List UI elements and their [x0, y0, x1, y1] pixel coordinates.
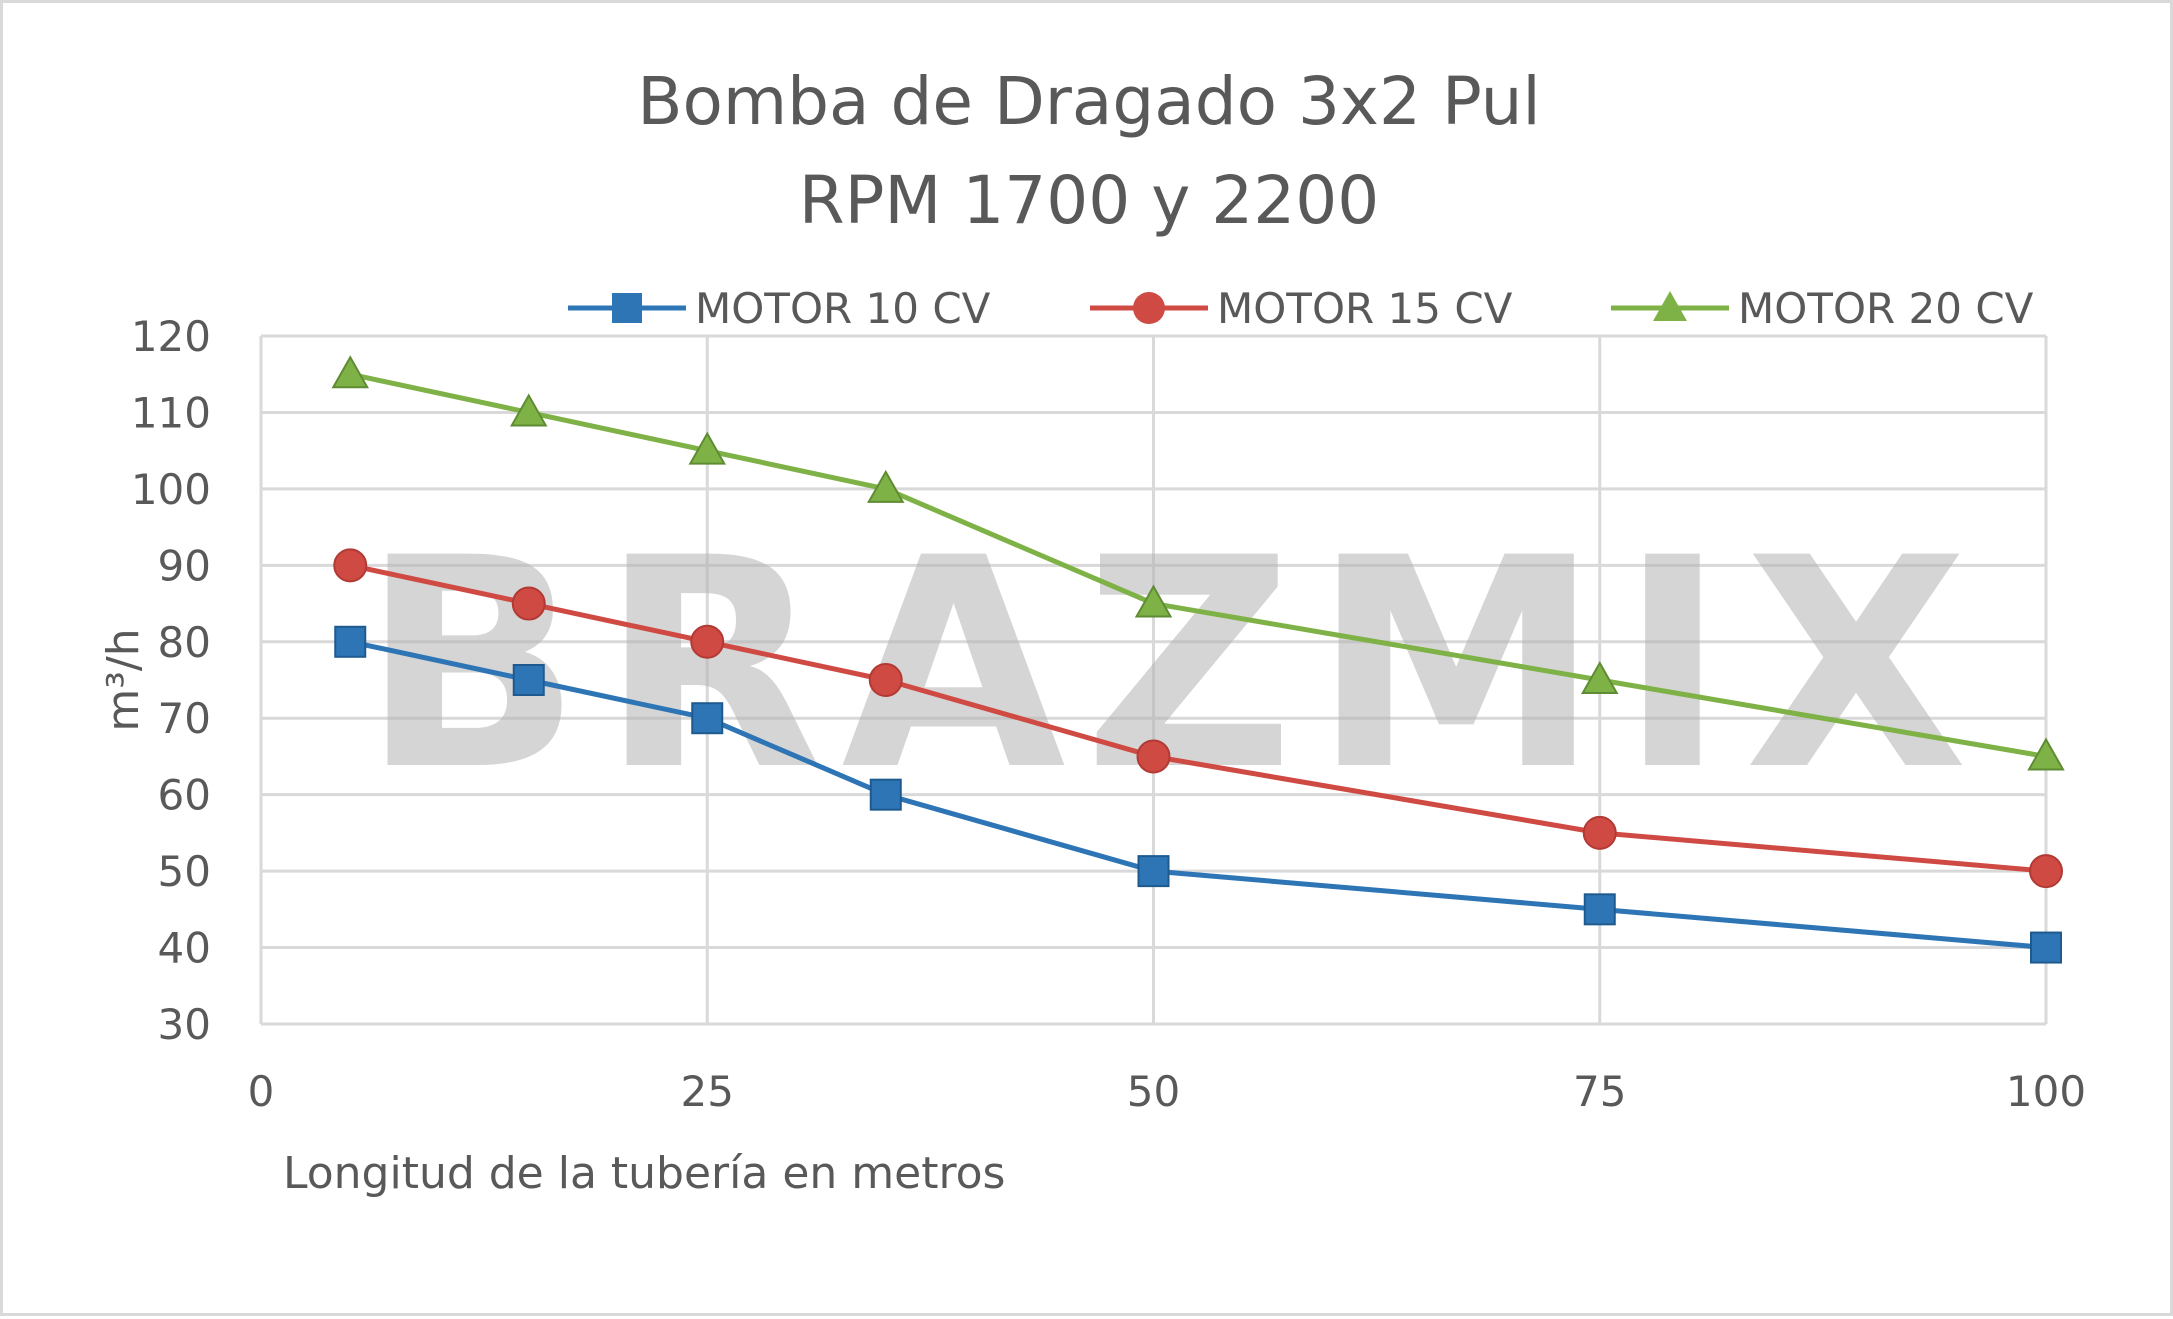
legend-marker	[1133, 292, 1165, 324]
legend-label: MOTOR 20 CV	[1738, 284, 2034, 333]
y-tick-label: 30	[158, 1000, 211, 1049]
axes: 30 40 50 60 70 80 90 100 110 120 0 25 50 75 100	[131, 312, 2086, 1116]
y-tick-label: 120	[131, 312, 211, 361]
data-point	[1582, 815, 1617, 850]
data-point	[1581, 660, 1619, 694]
y-tick-label: 110	[131, 388, 211, 437]
data-point	[1134, 584, 1173, 618]
x-tick-label: 75	[1573, 1067, 1626, 1116]
axis-titles: Longitud de la tubería en metros m³/h	[98, 628, 1005, 1199]
data-point	[868, 663, 903, 697]
y-axis-title: m³/h	[98, 628, 149, 731]
y-tick-label: 60	[158, 771, 211, 820]
data-point	[869, 778, 902, 811]
data-point	[690, 624, 725, 659]
series-lines	[331, 355, 2065, 964]
legend-label: MOTOR 10 CV	[695, 284, 991, 333]
chart-title-line: Bomba de Dragado 3x2 Pul	[637, 63, 1541, 140]
data-point	[1583, 893, 1616, 926]
data-point	[331, 355, 369, 389]
data-point	[2029, 854, 2063, 889]
data-point	[334, 625, 367, 658]
legend-marker	[612, 293, 642, 323]
chart-title: Bomba de Dragado 3x2 Pul RPM 1700 y 2200	[637, 63, 1541, 239]
y-tick-label: 80	[158, 618, 211, 667]
data-point	[1137, 855, 1170, 888]
data-point	[511, 586, 546, 621]
data-point	[510, 393, 548, 427]
watermark: BRAZMIX	[361, 497, 1986, 834]
data-point	[1136, 739, 1171, 774]
data-point	[333, 548, 368, 583]
x-axis-title: Longitud de la tubería en metros	[283, 1148, 1005, 1199]
data-point	[2030, 931, 2062, 964]
data-point	[512, 664, 545, 696]
legend: MOTOR 10 CV MOTOR 15 CV MOTOR 20 CV	[568, 284, 2034, 333]
y-tick-label: 90	[158, 541, 211, 590]
line-chart: BRAZMIX 30 40 50 60 70 80 90 100 110 120 0 25 50 75 10…	[98, 63, 2086, 1199]
legend-label: MOTOR 15 CV	[1217, 284, 1513, 333]
data-point	[688, 431, 726, 465]
data-point	[691, 702, 724, 735]
data-point	[2027, 737, 2065, 771]
chart-title-line: RPM 1700 y 2200	[799, 162, 1380, 239]
watermark-logo: BRAZMIX	[361, 497, 1986, 834]
x-tick-label: 50	[1127, 1067, 1180, 1116]
y-tick-label: 40	[158, 924, 211, 973]
y-tick-label: 100	[131, 465, 211, 514]
x-tick-label: 100	[2006, 1067, 2086, 1116]
legend-marker	[1653, 291, 1687, 321]
x-tick-label: 25	[681, 1067, 734, 1116]
data-point	[867, 469, 905, 503]
x-tick-label: 0	[248, 1067, 275, 1116]
y-tick-label: 70	[158, 694, 211, 743]
y-tick-label: 50	[158, 847, 211, 896]
